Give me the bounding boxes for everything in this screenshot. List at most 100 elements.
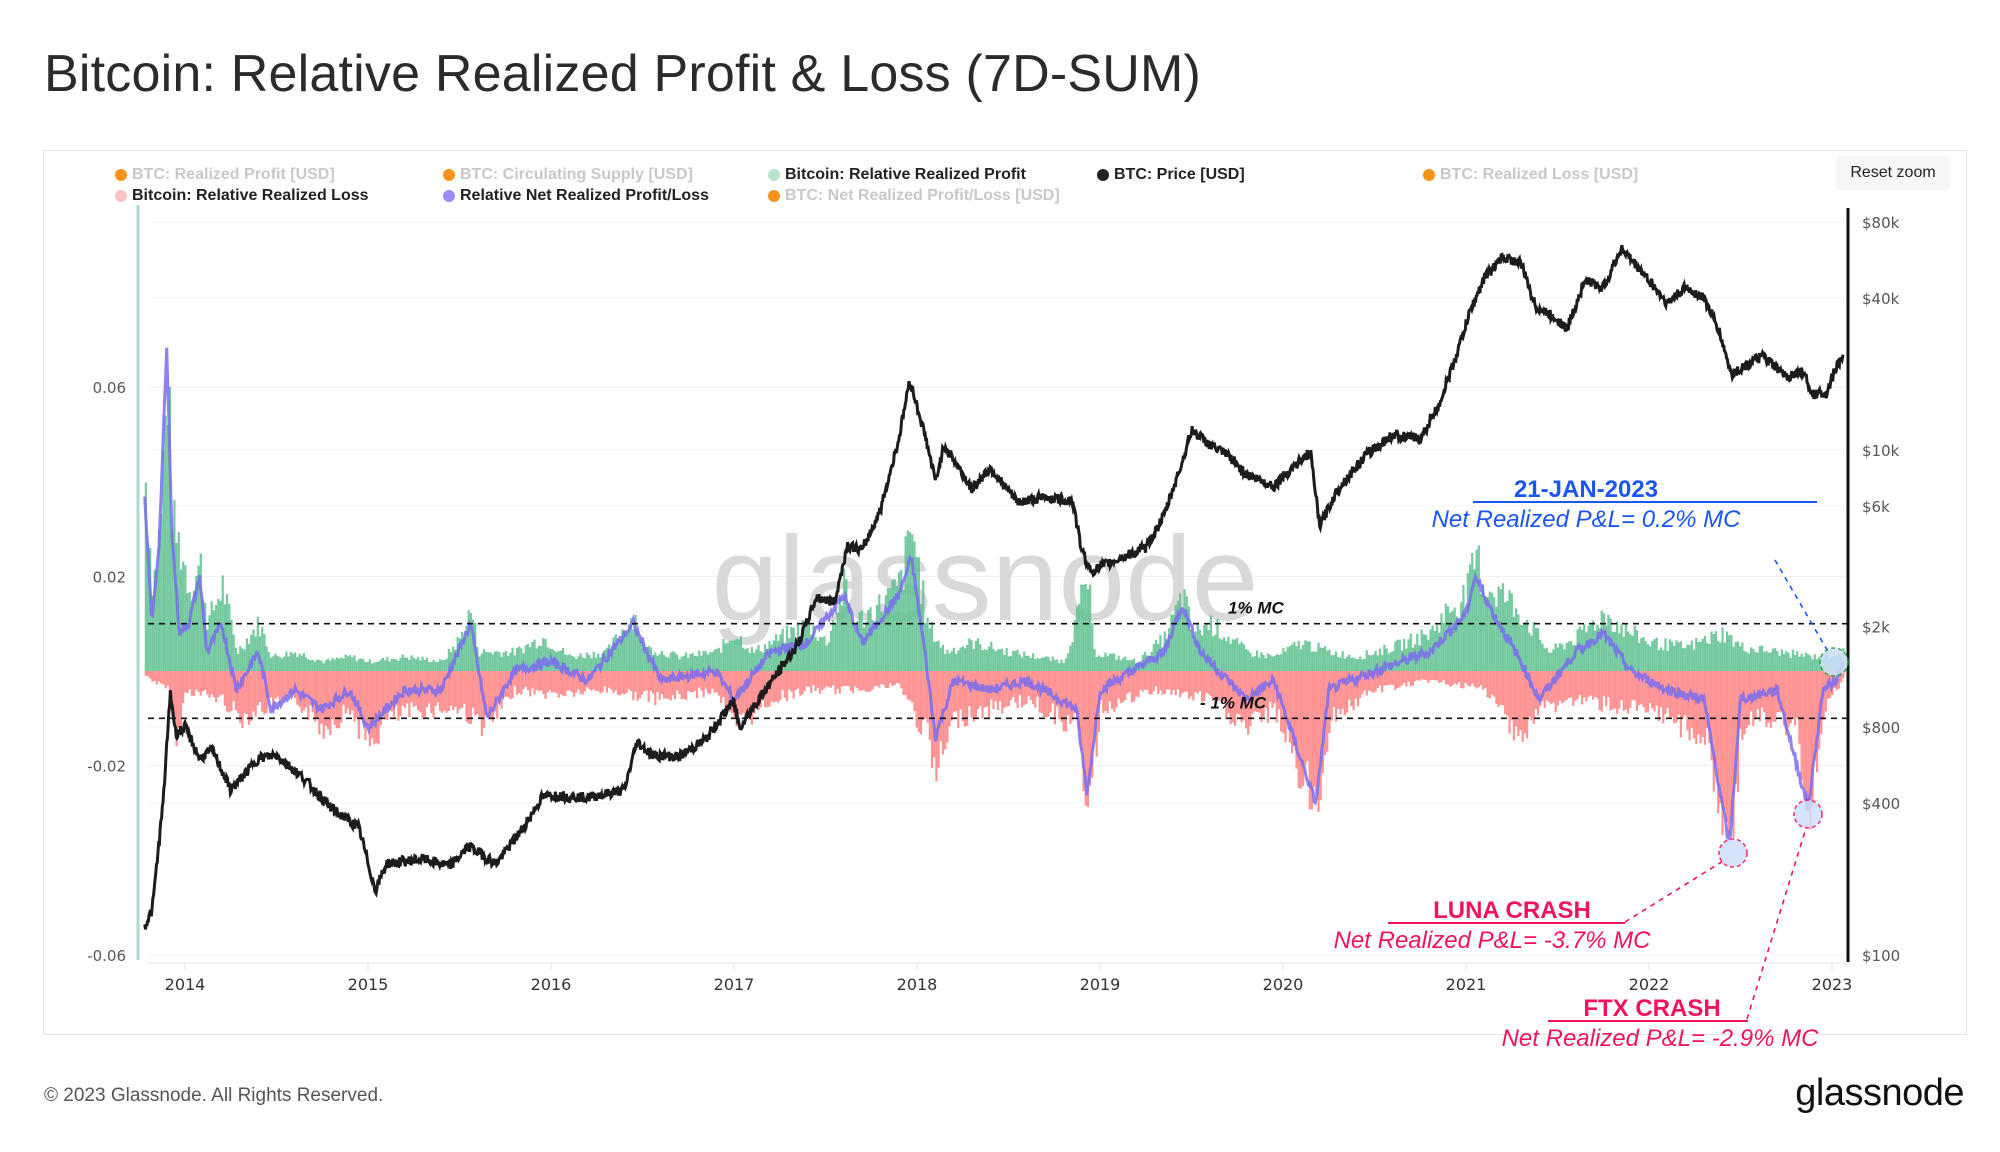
loss-bar: [1271, 671, 1274, 709]
legend-item-relative-net-realized[interactable]: Relative Net Realized Profit/Loss: [443, 187, 709, 205]
legend-item-realized-loss-usd[interactable]: BTC: Realized Loss [USD]: [1423, 166, 1638, 184]
y-right-tick-label: $800: [1862, 719, 1900, 737]
profit-bar: [619, 640, 622, 671]
loss-bar: [1060, 671, 1063, 722]
profit-bar: [1598, 628, 1601, 671]
profit-bar: [1009, 655, 1013, 671]
y-right-tick-label: $400: [1862, 795, 1900, 813]
profit-bar: [201, 599, 205, 671]
loss-bar: [474, 671, 477, 716]
loss-bar: [961, 671, 964, 722]
profit-bar: [832, 619, 835, 671]
loss-bar: [893, 671, 896, 686]
one-pct-label: 1% MC: [1228, 599, 1284, 618]
loss-bar: [1567, 671, 1570, 698]
profit-bar: [564, 654, 567, 671]
legend-item-net-realized-usd[interactable]: BTC: Net Realized Profit/Loss [USD]: [768, 187, 1060, 205]
profit-bar: [1662, 650, 1665, 671]
profit-bar: [465, 625, 468, 671]
loss-bar: [1225, 671, 1228, 719]
profit-bar: [188, 592, 191, 671]
profit-bar: [900, 569, 903, 671]
loss-bar: [392, 671, 396, 717]
profit-bar: [1012, 650, 1015, 671]
profit-bar: [1190, 629, 1193, 671]
loss-bar: [190, 671, 194, 696]
loss-bar: [1172, 671, 1175, 691]
profit-bar: [783, 642, 786, 671]
loss-bar: [1161, 671, 1164, 695]
loss-bar: [346, 671, 349, 709]
luna-marker: [1718, 838, 1748, 868]
profit-bar: [990, 641, 993, 671]
profit-bar: [311, 659, 314, 671]
loss-bar: [783, 671, 786, 698]
profit-bar: [186, 593, 189, 671]
loss-bar: [1473, 671, 1476, 687]
profit-bar: [1367, 654, 1371, 671]
loss-bar: [210, 671, 213, 695]
profit-bar: [1771, 648, 1775, 671]
legend-item-relative-realized-profit[interactable]: Bitcoin: Relative Realized Profit: [768, 166, 1026, 184]
loss-bar: [1427, 671, 1430, 683]
loss-bar: [162, 671, 165, 685]
loss-bar: [1082, 671, 1085, 792]
loss-bar: [867, 671, 870, 692]
loss-bar: [1539, 671, 1542, 707]
profit-bar: [955, 653, 958, 671]
profit-bar: [669, 652, 672, 671]
y-right-tick-label: $2k: [1862, 619, 1890, 637]
profit-bar: [959, 647, 962, 671]
profit-bar: [1389, 652, 1393, 671]
profit-bar: [1403, 638, 1406, 671]
loss-bar: [208, 671, 211, 698]
loss-bar: [153, 671, 156, 681]
loss-bar: [1585, 671, 1588, 702]
profit-bar: [351, 657, 354, 671]
loss-bar: [1128, 671, 1131, 693]
profit-bar: [1677, 642, 1680, 671]
profit-bar: [698, 650, 701, 671]
loss-bar: [353, 671, 356, 722]
profit-bar: [693, 655, 696, 671]
reset-zoom-button[interactable]: Reset zoom: [1836, 156, 1950, 190]
legend-item-circulating-supply[interactable]: BTC: Circulating Supply [USD]: [443, 166, 693, 184]
loss-bar: [467, 671, 470, 724]
profit-bar: [1530, 635, 1533, 671]
profit-bar: [458, 638, 461, 671]
loss-bar: [1732, 671, 1735, 839]
profit-bar: [1165, 640, 1169, 671]
legend-item-realized-profit-usd[interactable]: BTC: Realized Profit [USD]: [115, 166, 335, 184]
profit-bar: [1416, 633, 1419, 671]
profit-bar: [895, 586, 898, 671]
loss-bar: [1339, 671, 1342, 714]
loss-bar: [1455, 671, 1458, 685]
profit-bar: [1323, 646, 1327, 671]
loss-bar: [1135, 671, 1138, 697]
loss-bar: [1025, 671, 1028, 704]
profit-bar: [700, 655, 703, 671]
loss-bar: [928, 671, 931, 740]
loss-bar: [1334, 671, 1338, 722]
loss-bar: [814, 671, 817, 692]
profit-bar: [1038, 658, 1041, 671]
loss-bar: [772, 671, 775, 703]
loss-bar: [155, 671, 158, 685]
loss-bar: [1361, 671, 1364, 694]
profit-bar: [1547, 652, 1551, 671]
loss-bar: [1405, 671, 1408, 687]
legend-item-relative-realized-loss[interactable]: Bitcoin: Relative Realized Loss: [115, 187, 369, 205]
profit-bar: [1060, 659, 1063, 671]
legend-item-btc-price[interactable]: BTC: Price [USD]: [1097, 166, 1245, 184]
loss-bar: [805, 671, 808, 687]
loss-bar: [950, 671, 953, 721]
loss-bar: [1222, 671, 1226, 702]
profit-bar: [939, 647, 942, 671]
profit-bar: [1315, 651, 1318, 671]
loss-bar: [157, 671, 161, 682]
loss-bar: [856, 671, 859, 689]
loss-bar: [193, 671, 196, 697]
loss-bar: [1512, 671, 1516, 741]
profit-bar: [1005, 648, 1008, 671]
loss-bar: [1701, 671, 1704, 738]
